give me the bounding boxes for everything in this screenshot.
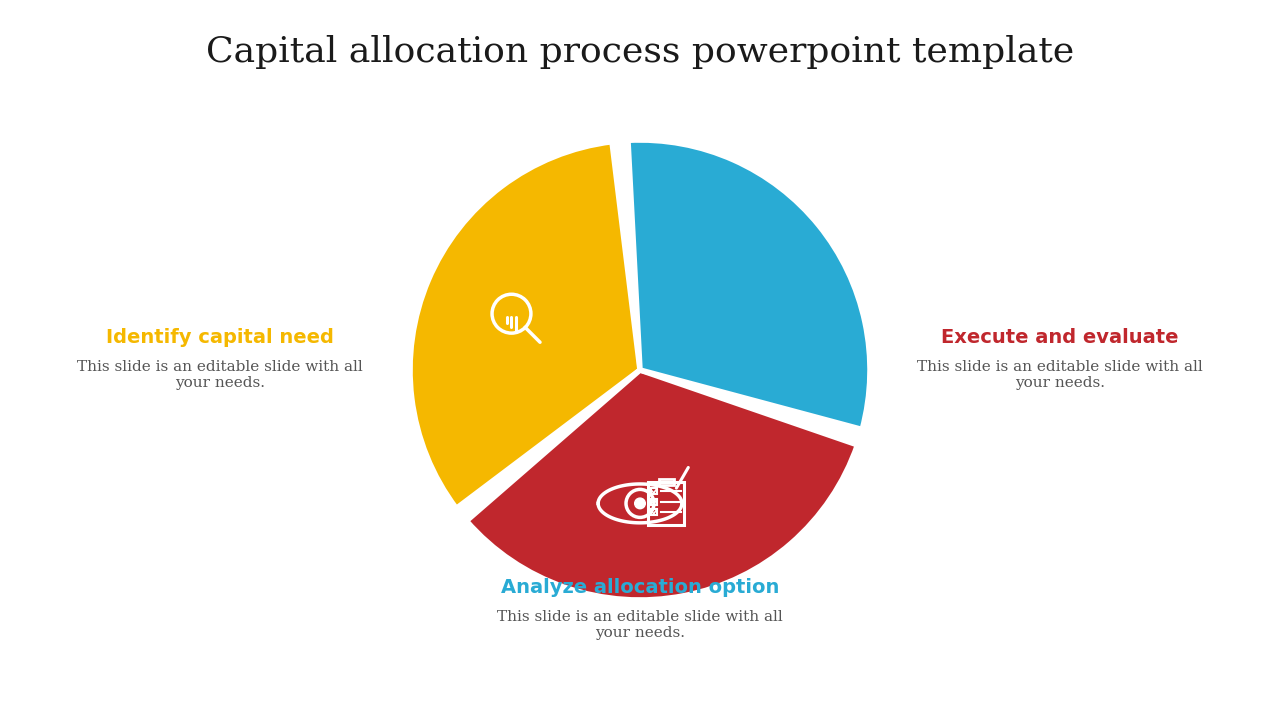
Text: Analyze allocation option: Analyze allocation option <box>500 578 780 597</box>
Text: Identify capital need: Identify capital need <box>106 328 334 347</box>
Wedge shape <box>466 370 858 600</box>
Circle shape <box>635 498 645 509</box>
Text: This slide is an editable slide with all
your needs.: This slide is an editable slide with all… <box>77 360 362 390</box>
Text: This slide is an editable slide with all
your needs.: This slide is an editable slide with all… <box>918 360 1203 390</box>
Wedge shape <box>628 140 870 430</box>
Text: Capital allocation process powerpoint template: Capital allocation process powerpoint te… <box>206 35 1074 69</box>
Wedge shape <box>410 142 640 508</box>
Text: Execute and evaluate: Execute and evaluate <box>941 328 1179 347</box>
Text: This slide is an editable slide with all
your needs.: This slide is an editable slide with all… <box>497 610 783 640</box>
